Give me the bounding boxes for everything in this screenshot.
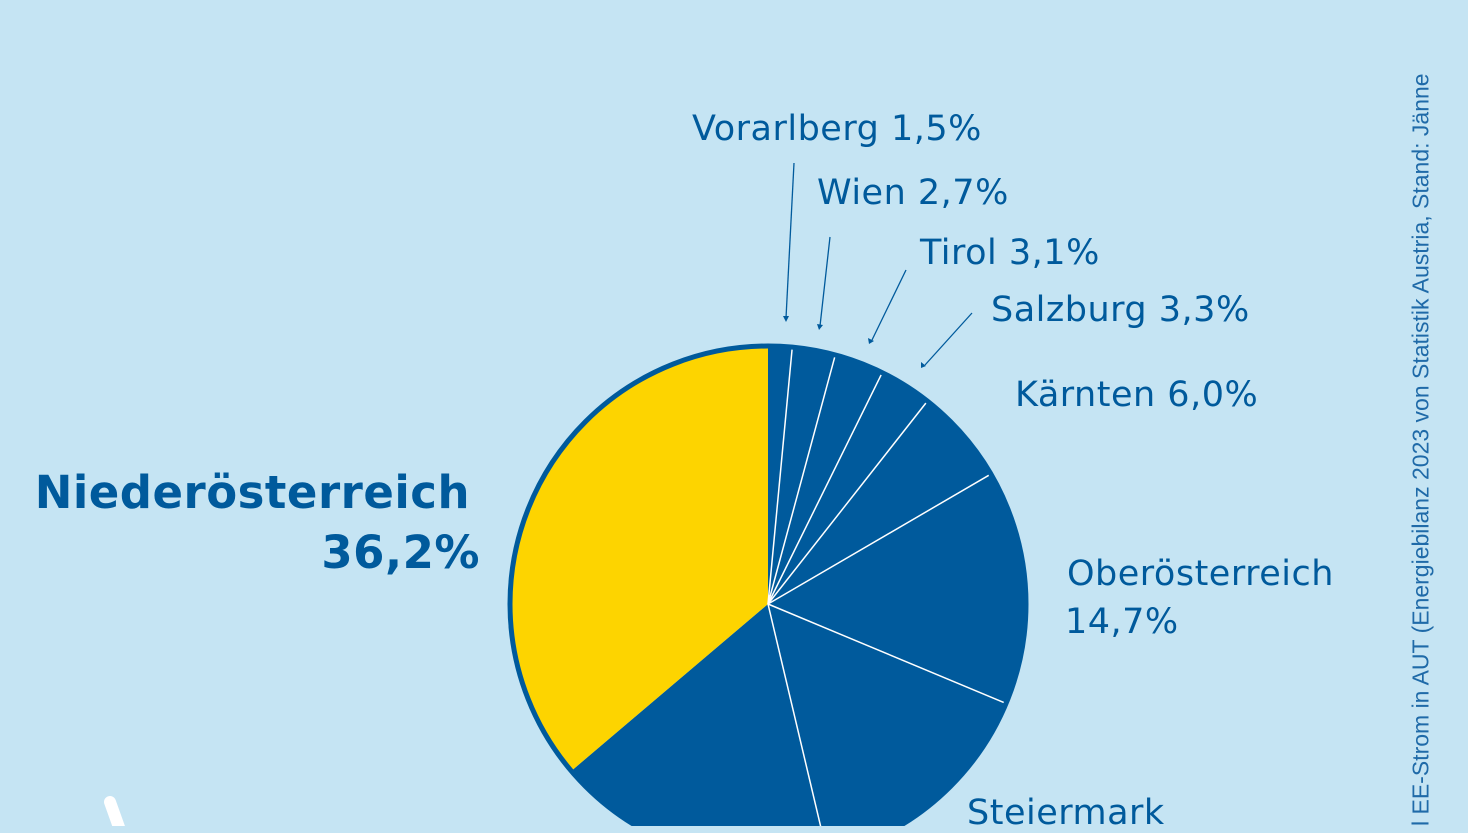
arrowhead-wien [817, 324, 823, 330]
arrowhead-tirol [868, 338, 874, 344]
slice-separator [767, 354, 837, 605]
label-kaernten: Kärnten 6,0% [1015, 375, 1259, 415]
pie-slice-steiermark [768, 604, 1007, 826]
arrowhead-vorarlberg [783, 316, 789, 322]
slice-separator [767, 603, 1007, 705]
leader-line-tirol [871, 269, 907, 341]
source-note: l EE-Strom in AUT (Energiebilanz 2023 vo… [1407, 73, 1434, 826]
label-tirol: Tirol 3,1% [920, 233, 1100, 273]
pie-outline [507, 343, 1029, 826]
label-wien: Wien 2,7% [817, 173, 1009, 213]
pie-slice-salzburg [768, 372, 928, 604]
slice-separator [767, 473, 992, 605]
pie-slice-oberösterreich [768, 474, 1026, 704]
label-oberoesterreich: Oberösterreich [1067, 554, 1334, 594]
label-salzburg: Salzburg 3,3% [991, 290, 1250, 330]
slice-separator [767, 372, 883, 605]
leader-lines [785, 162, 973, 366]
value-oberoesterreich: 14,7% [1065, 602, 1179, 642]
leader-line-wien [819, 236, 831, 327]
slice-separator [767, 603, 822, 826]
label-steiermark: Steiermark [967, 793, 1165, 833]
pie-slice-niederösterreich [510, 346, 768, 771]
slice-separator [767, 347, 794, 605]
slice-separator [767, 400, 928, 605]
value-niederoesterreich: 36,2% [321, 526, 480, 579]
pie-slice-tirol [768, 354, 883, 604]
label-niederoesterreich: Niederösterreich [34, 466, 470, 519]
pie-slice-unlabeled [571, 604, 821, 826]
decorative-white-stroke [104, 796, 125, 826]
leader-line-vorarlberg [785, 162, 795, 319]
pie-slice-kärnten [768, 401, 991, 604]
arrowhead-salzburg [921, 362, 926, 368]
label-vorarlberg: Vorarlberg 1,5% [692, 109, 982, 149]
leader-line-salzburg [924, 312, 973, 366]
